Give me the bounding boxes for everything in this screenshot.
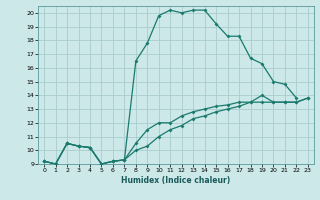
X-axis label: Humidex (Indice chaleur): Humidex (Indice chaleur) bbox=[121, 176, 231, 185]
